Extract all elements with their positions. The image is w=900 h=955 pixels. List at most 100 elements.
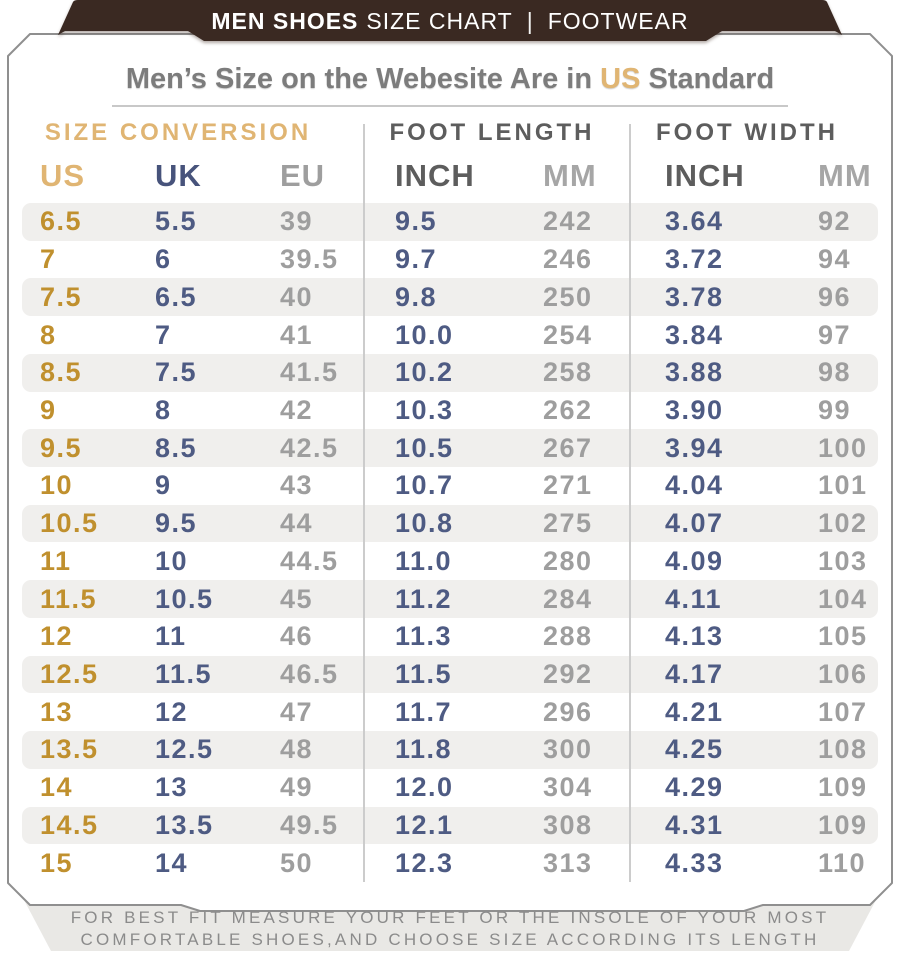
- table-row: 12 11 46 11.3 288 4.13 105: [22, 618, 878, 656]
- cell-length-inch: 10.0: [395, 319, 454, 350]
- cell-length-mm: 267: [543, 432, 593, 463]
- group-header-foot-width: FOOT WIDTH: [656, 119, 838, 146]
- column-header-length-mm: MM: [543, 158, 597, 193]
- cell-width-inch: 3.78: [665, 281, 724, 312]
- cell-width-mm: 107: [818, 696, 868, 727]
- table-row: 7.5 6.5 40 9.8 250 3.78 96: [22, 278, 878, 317]
- table-row: 14.5 13.5 49.5 12.1 308 4.31 109: [22, 806, 878, 845]
- cell-eu: 46.5: [280, 658, 339, 689]
- cell-length-mm: 250: [543, 281, 593, 312]
- cell-us: 15: [40, 847, 74, 878]
- column-header-us: US: [40, 158, 86, 193]
- column-header-width-mm: MM: [818, 158, 872, 193]
- cell-length-mm: 313: [543, 847, 593, 878]
- cell-width-inch: 4.07: [665, 508, 724, 539]
- cell-width-inch: 4.21: [665, 696, 724, 727]
- footer-band: [24, 900, 876, 951]
- table-row: 7 6 39.5 9.7 246 3.72 94: [22, 241, 878, 279]
- cell-uk: 8.5: [155, 432, 198, 463]
- cell-length-mm: 304: [543, 772, 593, 803]
- cell-width-inch: 3.90: [665, 394, 724, 425]
- table-row: 13 12 47 11.7 296 4.21 107: [22, 693, 878, 731]
- cell-us: 11: [40, 545, 72, 576]
- cell-width-inch: 4.13: [665, 621, 724, 652]
- cell-eu: 39: [280, 206, 314, 237]
- cell-length-inch: 9.5: [395, 206, 438, 237]
- column-header-length-inch: INCH: [395, 158, 475, 193]
- table-row: 11 10 44.5 11.0 280 4.09 103: [22, 542, 878, 580]
- cell-us: 8: [40, 319, 57, 350]
- table-row: 9 8 42 10.3 262 3.90 99: [22, 392, 878, 430]
- cell-length-inch: 10.5: [395, 432, 454, 463]
- cell-length-inch: 10.8: [395, 508, 454, 539]
- cell-width-mm: 106: [818, 658, 868, 689]
- cell-us: 6.5: [40, 206, 83, 237]
- cell-eu: 48: [280, 734, 314, 765]
- cell-eu: 50: [280, 847, 314, 878]
- cell-us: 9.5: [40, 432, 83, 463]
- cell-eu: 45: [280, 583, 314, 614]
- cell-width-mm: 108: [818, 734, 868, 765]
- cell-eu: 42: [280, 394, 314, 425]
- cell-us: 14: [40, 772, 74, 803]
- cell-width-mm: 101: [818, 470, 868, 501]
- cell-uk: 11: [155, 621, 187, 652]
- cell-uk: 6.5: [155, 281, 198, 312]
- footer-line-1: FOR BEST FIT MEASURE YOUR FEET OR THE IN…: [70, 908, 830, 927]
- footer-line-2: COMFORTABLE SHOES,AND CHOOSE SIZE ACCORD…: [80, 929, 820, 949]
- table-row: 11.5 10.5 45 11.2 284 4.11 104: [22, 580, 878, 618]
- cell-width-mm: 99: [818, 394, 852, 425]
- table-row: 10.5 9.5 44 10.8 275 4.07 102: [22, 504, 878, 543]
- cell-uk: 12.5: [155, 734, 214, 765]
- cell-uk: 9: [155, 470, 172, 501]
- cell-width-inch: 4.11: [665, 583, 723, 614]
- column-divider-1: [363, 124, 365, 882]
- cell-length-mm: 242: [543, 206, 593, 237]
- cell-width-mm: 94: [818, 244, 852, 275]
- group-header-size-conversion: SIZE CONVERSION: [44, 119, 312, 146]
- cell-length-inch: 11.2: [395, 583, 453, 614]
- cell-length-mm: 308: [543, 809, 593, 840]
- cell-uk: 7: [155, 319, 172, 350]
- table-row: 8.5 7.5 41.5 10.2 258 3.88 98: [22, 353, 878, 392]
- cell-length-inch: 10.2: [395, 357, 454, 388]
- title-underline: [112, 105, 788, 107]
- cell-length-mm: 288: [543, 621, 593, 652]
- cell-us: 9: [40, 394, 57, 425]
- cell-width-inch: 4.25: [665, 734, 724, 765]
- cell-length-inch: 11.7: [395, 696, 453, 727]
- cell-length-inch: 12.0: [395, 772, 454, 803]
- banner-category: FOOTWEAR: [547, 8, 689, 34]
- cell-us: 10: [40, 470, 74, 501]
- table-row: 8 7 41 10.0 254 3.84 97: [22, 316, 878, 354]
- cell-eu: 44: [280, 508, 314, 539]
- banner-separator: |: [526, 8, 534, 34]
- cell-width-mm: 109: [818, 809, 868, 840]
- column-header-width-inch: INCH: [665, 158, 745, 193]
- cell-width-mm: 104: [818, 583, 868, 614]
- footer-note: FOR BEST FIT MEASURE YOUR FEET OR THE IN…: [0, 907, 900, 950]
- cell-length-inch: 9.8: [395, 281, 438, 312]
- cell-length-inch: 10.7: [395, 470, 454, 501]
- cell-eu: 44.5: [280, 545, 339, 576]
- cell-eu: 41: [280, 319, 314, 350]
- table-row: 6.5 5.5 39 9.5 242 3.64 92: [22, 203, 878, 241]
- cell-us: 14.5: [40, 809, 99, 840]
- page-title-suffix: Standard: [640, 63, 775, 95]
- cell-width-inch: 3.94: [665, 432, 724, 463]
- cell-width-inch: 4.04: [665, 470, 724, 501]
- cell-width-inch: 3.64: [665, 206, 724, 237]
- cell-length-mm: 275: [543, 508, 593, 539]
- cell-length-mm: 262: [543, 394, 593, 425]
- cell-eu: 47: [280, 696, 314, 727]
- group-header-foot-length: FOOT LENGTH: [389, 119, 595, 146]
- table-row: 15 14 50 12.3 313 4.33 110: [22, 844, 878, 882]
- cell-eu: 41.5: [280, 357, 339, 388]
- cell-length-inch: 10.3: [395, 394, 454, 425]
- page-title-prefix: Men’s Size on the Webesite Are in: [125, 63, 601, 95]
- cell-eu: 46: [280, 621, 314, 652]
- cell-eu: 40: [280, 281, 314, 312]
- cell-uk: 13: [155, 772, 189, 803]
- page-title-highlight: US: [600, 63, 641, 95]
- cell-us: 13: [40, 696, 74, 727]
